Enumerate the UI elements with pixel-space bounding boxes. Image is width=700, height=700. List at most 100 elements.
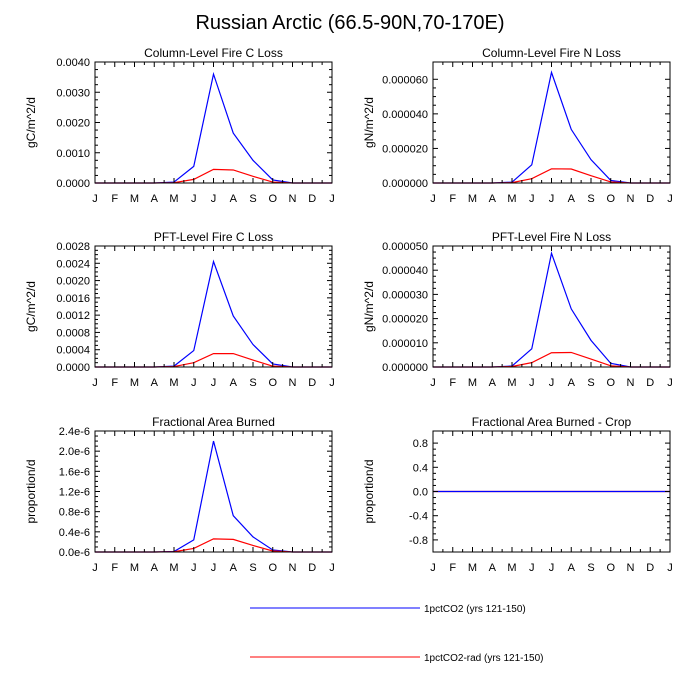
y-tick-label: 2.4e-6 — [59, 426, 90, 438]
x-tick-label: J — [92, 377, 98, 389]
chart-title: Column-Level Fire C Loss — [144, 46, 283, 60]
y-tick-label: 0.000030 — [382, 289, 428, 301]
plot-frame — [94, 61, 333, 184]
y-tick-label: 0.000040 — [382, 265, 428, 277]
x-tick-label: J — [329, 562, 335, 574]
plot-frame — [432, 61, 671, 184]
x-tick-label: D — [646, 193, 654, 205]
y-tick-label: 0.0004 — [56, 345, 90, 357]
y-tick-label: 0.4 — [413, 462, 428, 474]
chart-title: PFT-Level Fire N Loss — [492, 230, 611, 244]
x-tick-label: A — [489, 377, 497, 389]
x-tick-label: M — [130, 193, 139, 205]
x-tick-label: J — [191, 377, 197, 389]
y-tick-label: 0.000020 — [382, 314, 428, 326]
x-tick-label: M — [468, 562, 477, 574]
y-tick-label: 0.0028 — [56, 241, 90, 253]
x-tick-label: J — [667, 377, 673, 389]
x-tick-label: J — [529, 377, 535, 389]
x-tick-label: J — [549, 193, 555, 205]
y-tick-label: 0.0000 — [56, 178, 90, 190]
x-tick-label: N — [627, 193, 635, 205]
x-tick-label: S — [249, 377, 256, 389]
x-tick-label: O — [606, 562, 615, 574]
legend-label: 1pctCO2-rad (yrs 121-150) — [424, 653, 544, 664]
x-tick-label: S — [587, 377, 594, 389]
x-tick-label: M — [507, 193, 516, 205]
x-tick-label: O — [268, 193, 277, 205]
x-tick-label: N — [289, 562, 297, 574]
y-tick-label: 2.0e-6 — [59, 446, 90, 458]
x-tick-label: J — [667, 193, 673, 205]
y-tick-label: 0.0e-6 — [59, 547, 90, 559]
page-title: Russian Arctic (66.5-90N,70-170E) — [195, 12, 505, 34]
x-tick-label: J — [211, 562, 217, 574]
x-tick-label: D — [308, 562, 316, 574]
x-tick-label: F — [449, 193, 456, 205]
y-axis-label: gC/m^2/d — [24, 281, 38, 332]
x-tick-label: A — [568, 562, 576, 574]
x-tick-label: S — [249, 193, 256, 205]
x-tick-label: J — [211, 193, 217, 205]
x-tick-label: A — [230, 193, 238, 205]
chart-panel-4: J F M A M J J A S O N D J0.0000000.0000100.0000200.0… — [362, 230, 673, 389]
legend: 1pctCO2 (yrs 121-150) 1pctCO2-rad (yrs 12… — [250, 604, 544, 664]
series-line-1 — [95, 440, 332, 553]
x-tick-label: A — [151, 193, 159, 205]
x-tick-label: O — [268, 562, 277, 574]
chart-title: Column-Level Fire N Loss — [482, 46, 621, 60]
x-tick-label: F — [111, 562, 118, 574]
y-tick-label: 0.0000 — [56, 362, 90, 374]
y-tick-label: 0.000040 — [382, 109, 428, 121]
x-tick-label: J — [549, 562, 555, 574]
legend-label: 1pctCO2 (yrs 121-150) — [424, 604, 526, 615]
plot-frame — [94, 430, 333, 553]
y-tick-label: 0.0020 — [56, 276, 90, 288]
x-tick-label: J — [191, 562, 197, 574]
x-tick-label: D — [308, 193, 316, 205]
x-tick-label: A — [489, 193, 497, 205]
y-axis-label: proportion/d — [362, 459, 376, 523]
x-tick-label: A — [151, 562, 159, 574]
y-tick-label: 0.0030 — [56, 87, 90, 99]
x-tick-label: M — [468, 193, 477, 205]
x-tick-label: J — [191, 193, 197, 205]
y-tick-label: 0.0016 — [56, 293, 90, 305]
chart-title: PFT-Level Fire C Loss — [154, 230, 273, 244]
x-tick-label: A — [489, 562, 497, 574]
y-tick-label: 0.000050 — [382, 241, 428, 253]
y-tick-label: 0.8 — [413, 438, 428, 450]
x-tick-label: J — [549, 377, 555, 389]
x-tick-label: A — [230, 377, 238, 389]
y-tick-label: 1.2e-6 — [59, 487, 90, 499]
y-tick-label: 0.8e-6 — [59, 507, 90, 519]
x-tick-label: S — [587, 562, 594, 574]
y-tick-label: 0.4e-6 — [59, 527, 90, 539]
x-tick-label: M — [468, 377, 477, 389]
x-tick-label: F — [449, 562, 456, 574]
chart-title: Fractional Area Burned - Crop — [472, 415, 632, 429]
x-tick-label: M — [169, 193, 178, 205]
x-tick-label: J — [92, 562, 98, 574]
series-line-1 — [95, 259, 332, 368]
y-axis-label: proportion/d — [24, 459, 38, 523]
x-tick-label: M — [130, 562, 139, 574]
y-tick-label: 0.000060 — [382, 74, 428, 86]
x-tick-label: J — [211, 377, 217, 389]
y-tick-label: 0.000000 — [382, 178, 428, 190]
chart-panel-5: J F M A M J J A S O N D J0.0e-60.4e-60.8e-61.2e-61.6… — [24, 415, 335, 574]
x-tick-label: M — [507, 377, 516, 389]
y-tick-label: -0.8 — [409, 535, 428, 547]
x-tick-label: M — [169, 377, 178, 389]
x-tick-label: O — [268, 377, 277, 389]
x-tick-label: J — [430, 377, 436, 389]
y-tick-label: 0.0024 — [56, 258, 90, 270]
x-tick-label: J — [529, 562, 535, 574]
y-tick-label: 0.0012 — [56, 310, 90, 322]
y-tick-label: 0.000010 — [382, 338, 428, 350]
y-axis-label: gN/m^2/d — [362, 97, 376, 148]
x-tick-label: A — [230, 562, 238, 574]
x-tick-label: F — [111, 193, 118, 205]
x-tick-label: A — [568, 377, 576, 389]
